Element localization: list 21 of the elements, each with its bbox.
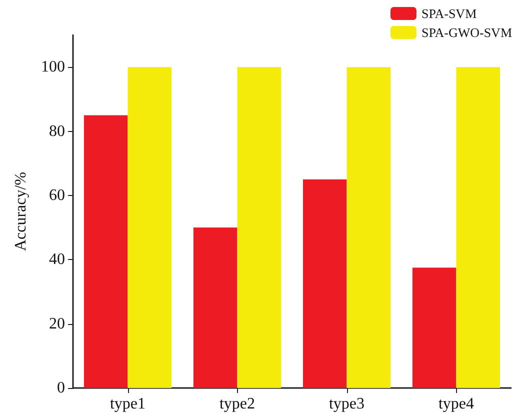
bar [456, 67, 500, 388]
bar [412, 268, 456, 388]
y-axis-title: Accuracy/% [12, 172, 30, 252]
y-tick-label: 20 [49, 315, 65, 332]
y-tick-label: 0 [57, 380, 65, 396]
bar [302, 179, 347, 388]
bar [193, 228, 238, 388]
legend-label: SPA-SVM [421, 6, 478, 21]
bar [346, 67, 391, 388]
x-tick-label: type4 [438, 396, 474, 412]
y-tick-label: 80 [49, 122, 65, 140]
x-tick-label: type3 [328, 396, 365, 412]
x-tick-label: type1 [110, 396, 146, 412]
y-tick-label: 100 [41, 58, 65, 76]
x-tick-label: type2 [219, 396, 256, 412]
bar [237, 67, 282, 388]
bar [128, 67, 172, 388]
y-tick-label: 60 [49, 186, 65, 204]
legend-label: SPA-GWO-SVM [421, 25, 512, 40]
y-tick-label: 40 [49, 251, 65, 268]
bar [84, 115, 128, 388]
